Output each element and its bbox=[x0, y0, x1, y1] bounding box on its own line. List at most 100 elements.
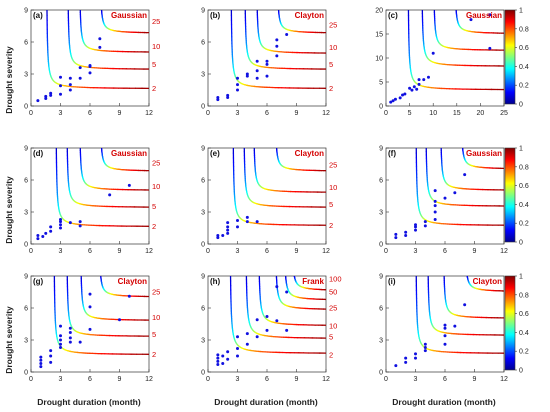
x-tick-label: 6 bbox=[265, 110, 269, 117]
data-point bbox=[433, 189, 437, 193]
data-point bbox=[245, 332, 249, 336]
data-point bbox=[49, 349, 53, 353]
colorbar-tick-label: 0.6 bbox=[519, 183, 529, 190]
colorbar-tick-label: 0.6 bbox=[519, 311, 529, 318]
y-tick-label: 3 bbox=[24, 210, 28, 217]
copula-name: Clayton bbox=[295, 149, 324, 158]
curve-T2 bbox=[229, 276, 326, 354]
y-tick-label: 6 bbox=[24, 40, 28, 47]
y-tick-label: 6 bbox=[379, 178, 383, 185]
data-point bbox=[98, 45, 102, 49]
x-axis-label-col-1: Drought duration (month) bbox=[37, 397, 141, 407]
curve-T5 bbox=[421, 10, 504, 67]
data-point bbox=[59, 220, 62, 224]
data-point bbox=[255, 318, 259, 322]
x-tick-label: 3 bbox=[236, 110, 240, 117]
curve-T100 bbox=[293, 276, 326, 291]
panel-letter: (i) bbox=[388, 277, 396, 286]
y-axis-label-row-1: Drought severity bbox=[4, 46, 14, 114]
y-tick-label: 10 bbox=[375, 56, 383, 63]
y-tick-label: 6 bbox=[201, 306, 205, 313]
y-tick-label: 6 bbox=[24, 178, 28, 185]
data-point bbox=[394, 236, 398, 240]
data-point bbox=[408, 86, 412, 90]
data-point bbox=[245, 220, 249, 224]
return-period-label: 5 bbox=[329, 60, 333, 69]
curve-T25 bbox=[275, 148, 326, 172]
return-period-curves bbox=[230, 10, 326, 89]
y-tick-label: 20 bbox=[375, 8, 383, 15]
data-point bbox=[59, 334, 62, 338]
plot-area bbox=[385, 9, 505, 107]
observed-points bbox=[216, 33, 289, 102]
data-point bbox=[236, 76, 239, 80]
data-point bbox=[443, 196, 447, 200]
curve-T2 bbox=[415, 148, 504, 226]
return-period-label: 10 bbox=[329, 43, 337, 52]
return-period-label: 2 bbox=[329, 350, 333, 359]
x-tick-label: 9 bbox=[295, 248, 299, 255]
observed-points bbox=[39, 292, 131, 369]
data-point bbox=[68, 331, 72, 335]
return-period-curves bbox=[229, 276, 326, 354]
data-point bbox=[443, 342, 447, 346]
data-point bbox=[398, 96, 402, 100]
data-point bbox=[59, 217, 62, 221]
panel-c: 051015202505101520251052(c)Gaussian bbox=[375, 8, 515, 118]
data-point bbox=[433, 210, 437, 214]
data-point bbox=[255, 76, 259, 80]
curve-T25 bbox=[277, 10, 326, 34]
data-point bbox=[275, 38, 279, 42]
curve-T10 bbox=[433, 10, 504, 51]
data-point bbox=[255, 59, 259, 63]
x-tick-label: 6 bbox=[265, 376, 269, 383]
curve-T10 bbox=[440, 148, 504, 191]
x-tick-label: 0 bbox=[206, 248, 210, 255]
curve-T2 bbox=[46, 10, 149, 90]
observed-points bbox=[216, 285, 289, 367]
return-period-label: 10 bbox=[152, 313, 160, 322]
panel-letter: (h) bbox=[210, 277, 221, 286]
return-period-label: 2 bbox=[152, 84, 156, 93]
y-tick-label: 6 bbox=[24, 306, 28, 313]
copula-name: Gaussian bbox=[111, 11, 147, 20]
data-point bbox=[415, 87, 419, 91]
y-tick-label: 3 bbox=[201, 72, 205, 79]
data-point bbox=[36, 99, 40, 103]
data-point bbox=[433, 217, 437, 221]
x-tick-label: 9 bbox=[295, 376, 299, 383]
x-tick-label: 6 bbox=[88, 248, 92, 255]
colorbar-row-1: 1 0.8 0.6 0.4 0.2 0 bbox=[504, 8, 529, 109]
data-point bbox=[78, 66, 82, 70]
data-point bbox=[423, 220, 427, 224]
data-point bbox=[410, 88, 414, 92]
x-tick-label: 0 bbox=[29, 376, 33, 383]
y-tick-label: 6 bbox=[201, 178, 205, 185]
data-point bbox=[108, 193, 112, 197]
y-tick-label: 0 bbox=[379, 242, 383, 249]
return-period-curves bbox=[55, 148, 149, 227]
panel-letter: (e) bbox=[210, 149, 220, 158]
data-point bbox=[417, 78, 421, 82]
y-tick-label: 0 bbox=[379, 370, 383, 377]
return-period-label: 25 bbox=[329, 304, 337, 313]
x-tick-label: 0 bbox=[384, 248, 388, 255]
data-point bbox=[236, 219, 239, 223]
data-point bbox=[118, 318, 121, 322]
data-point bbox=[88, 327, 92, 331]
colorbar-tick-label: 0.8 bbox=[519, 164, 529, 171]
colorbar-tick-label: 0.4 bbox=[519, 330, 529, 337]
x-tick-label: 3 bbox=[414, 376, 418, 383]
return-period-label: 10 bbox=[329, 183, 337, 192]
data-point bbox=[265, 315, 269, 319]
return-period-label: 5 bbox=[329, 332, 333, 341]
colorbar-tick-label: 0.2 bbox=[519, 349, 529, 356]
panel-letter: (d) bbox=[33, 149, 44, 158]
x-tick-label: 3 bbox=[414, 248, 418, 255]
x-tick-label: 12 bbox=[322, 376, 330, 383]
data-point bbox=[59, 75, 62, 79]
plot-area bbox=[30, 275, 150, 373]
colorbar-tick-label: 0 bbox=[519, 102, 523, 109]
x-tick-label: 6 bbox=[88, 376, 92, 383]
y-tick-label: 0 bbox=[201, 242, 205, 249]
